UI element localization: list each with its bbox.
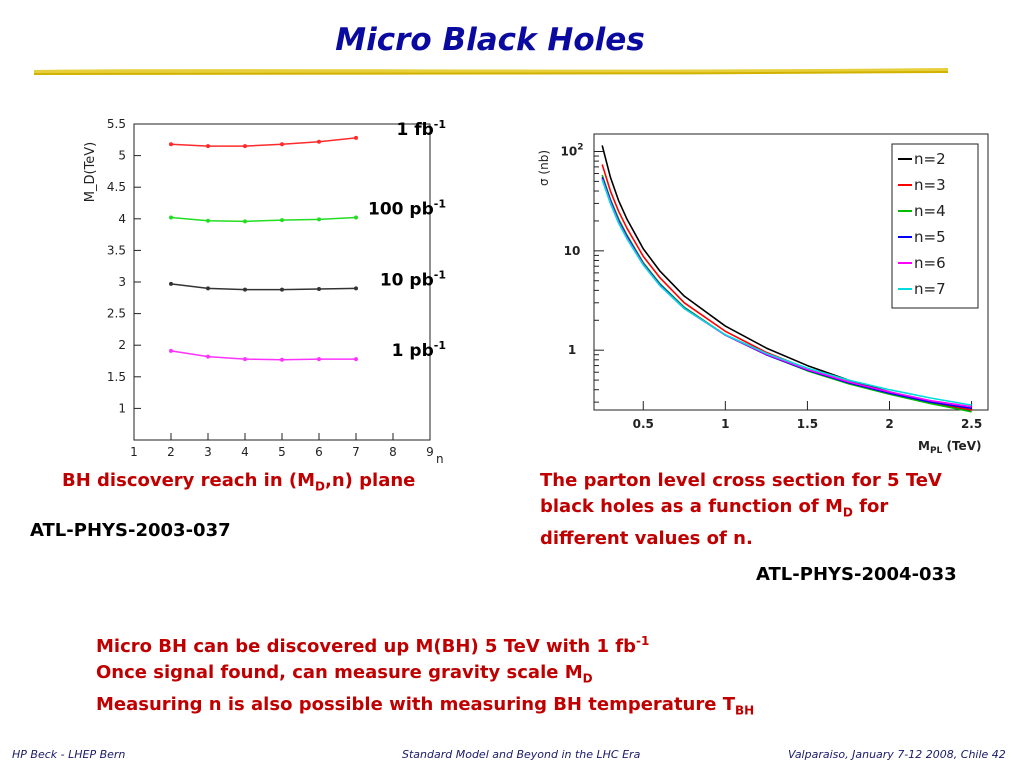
x-tick-label: 1.5 (797, 417, 818, 431)
data-point (354, 286, 358, 291)
data-point (354, 215, 358, 220)
y-tick-label: 102 (561, 142, 584, 158)
y-tick-label: 1 (568, 343, 576, 357)
data-point (317, 286, 321, 291)
x-tick-label: 2.5 (961, 417, 982, 431)
y-tick-label: 1 (118, 401, 126, 415)
data-point (317, 139, 321, 144)
left-reference: ATL-PHYS-2003-037 (30, 520, 231, 541)
y-tick-label: 3 (118, 275, 126, 289)
y-tick-label: 5.5 (107, 117, 126, 131)
x-tick-label: 3 (204, 445, 212, 459)
data-point (243, 287, 247, 292)
data-point (317, 217, 321, 222)
footer-center: Standard Model and Beyond in the LHC Era (402, 748, 641, 761)
legend-label: n=7 (914, 280, 946, 298)
y-tick-label: 2 (118, 338, 126, 352)
series-label: 10 pb-1 (380, 268, 446, 290)
data-point (280, 287, 284, 292)
y-tick-label: 10 (564, 244, 581, 258)
x-tick-label: 7 (352, 445, 360, 459)
x-tick-label: 4 (241, 445, 249, 459)
data-point (206, 286, 210, 291)
data-point (206, 218, 210, 223)
plot-frame (593, 133, 989, 411)
data-point (169, 281, 173, 286)
data-point (169, 348, 173, 353)
y-tick-label: 4.5 (107, 180, 126, 194)
data-point (354, 357, 358, 362)
bullet-1: Micro BH can be discovered up M(BH) 5 Te… (96, 634, 650, 657)
legend-label: n=6 (914, 254, 946, 272)
legend-label: n=5 (914, 228, 946, 246)
data-point (169, 142, 173, 147)
right-reference: ATL-PHYS-2004-033 (756, 564, 957, 585)
data-point (280, 218, 284, 223)
y-tick-label: 4 (118, 212, 126, 226)
y-tick-label: 5 (118, 149, 126, 163)
series-line (170, 283, 357, 291)
discovery-reach-chart: 1 2 3 4 5 6 7 8 9 1 1.5 2 2.5 3 3.5 4 4.5 5 5.5 M_D(TeV) n… (83, 117, 446, 466)
data-point (169, 215, 173, 220)
x-axis-label: MPL (TeV) (918, 439, 981, 456)
x-tick-label: 1 (130, 445, 138, 459)
data-point (243, 144, 247, 149)
x-tick-label: 0.5 (633, 417, 654, 431)
data-point (243, 219, 247, 224)
legend-label: n=3 (914, 176, 946, 194)
y-tick-label: 2.5 (107, 307, 126, 321)
legend-box (891, 143, 979, 309)
x-tick-label: 2 (167, 445, 175, 459)
x-tick-label: 1 (721, 417, 729, 431)
bullet-3: Measuring n is also possible with measur… (96, 693, 755, 718)
data-point (280, 357, 284, 362)
data-point (354, 135, 358, 140)
bullet-2: Once signal found, can measure gravity s… (96, 662, 593, 686)
x-tick-label: 2 (885, 417, 893, 431)
data-point (206, 144, 210, 149)
left-caption: BH discovery reach in (MD,n) plane (62, 470, 416, 494)
series-line (601, 179, 972, 406)
cross-section-chart: 0.5 1 1.5 2 2.5 102 10 1 n=2 n=3 n=4 n=5 n=6 n=7 σ (… (537, 133, 989, 456)
x-axis-label: n (436, 452, 444, 466)
series-line (170, 350, 356, 361)
right-caption: The parton level cross section for 5 TeV… (540, 470, 942, 549)
legend-label: n=2 (914, 150, 946, 168)
data-point (280, 142, 284, 147)
footer-right: Valparaiso, January 7-12 2008, Chile 42 (788, 748, 1006, 761)
series-label: 1 fb-1 (396, 118, 446, 140)
data-point (243, 357, 247, 362)
summary-bullets: Micro BH can be discovered up M(BH) 5 Te… (96, 628, 754, 723)
series-line (170, 137, 357, 147)
slide-title: Micro Black Holes (335, 22, 645, 58)
legend-label: n=4 (914, 202, 946, 220)
title-underline (34, 68, 948, 75)
x-tick-label: 8 (389, 445, 397, 459)
x-tick-label: 9 (426, 445, 434, 459)
data-point (206, 354, 210, 359)
series-label: 100 pb-1 (368, 198, 446, 220)
y-tick-label: 1.5 (107, 370, 126, 384)
series-line (170, 216, 357, 223)
footer-left: HP Beck - LHEP Bern (12, 748, 126, 761)
y-axis-label: σ (nb) (537, 150, 551, 186)
x-tick-label: 5 (278, 445, 286, 459)
data-point (317, 357, 321, 362)
series-label: 1 pb-1 (392, 339, 446, 361)
y-tick-label: 3.5 (107, 243, 126, 257)
x-tick-label: 6 (315, 445, 323, 459)
y-axis-label: M_D(TeV) (83, 142, 98, 203)
